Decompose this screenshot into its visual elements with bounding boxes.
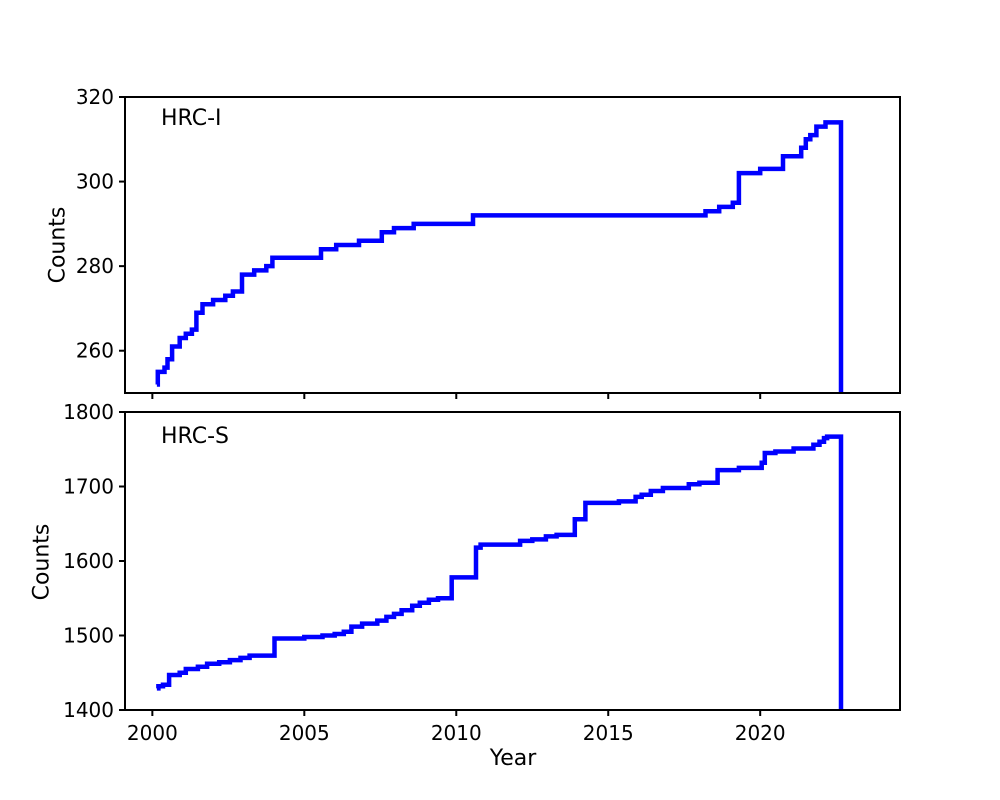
y-tick-label: 1700 bbox=[63, 475, 114, 499]
x-tick-label: 2000 bbox=[127, 721, 178, 745]
data-line-hrc-s bbox=[156, 434, 844, 709]
y-tick-label: 1500 bbox=[63, 624, 114, 648]
y-tick-label: 1600 bbox=[63, 549, 114, 573]
panel-frame-bottom bbox=[124, 411, 901, 711]
x-tick-label: 2005 bbox=[279, 721, 330, 745]
y-tick-label: 280 bbox=[76, 254, 114, 278]
x-tick-label: 2015 bbox=[583, 721, 634, 745]
data-line-hrc-i bbox=[155, 120, 844, 392]
y-tick-label: 1800 bbox=[63, 400, 114, 424]
x-tick-label: 2010 bbox=[431, 721, 482, 745]
panel-frame-top bbox=[124, 96, 901, 394]
y-tick-label: 260 bbox=[76, 339, 114, 363]
x-tick-label: 2020 bbox=[735, 721, 786, 745]
x-axis-label: Year bbox=[489, 746, 537, 771]
y-axis-label-bottom: Counts bbox=[29, 523, 55, 601]
panel-annotation-hrc-i: HRC-I bbox=[161, 106, 222, 131]
y-tick-label: 300 bbox=[76, 170, 114, 194]
y-tick-label: 320 bbox=[76, 85, 114, 109]
y-axis-label-top: Counts bbox=[45, 206, 71, 284]
panel-annotation-hrc-s: HRC-S bbox=[161, 424, 229, 449]
y-tick-label: 1400 bbox=[63, 698, 114, 722]
